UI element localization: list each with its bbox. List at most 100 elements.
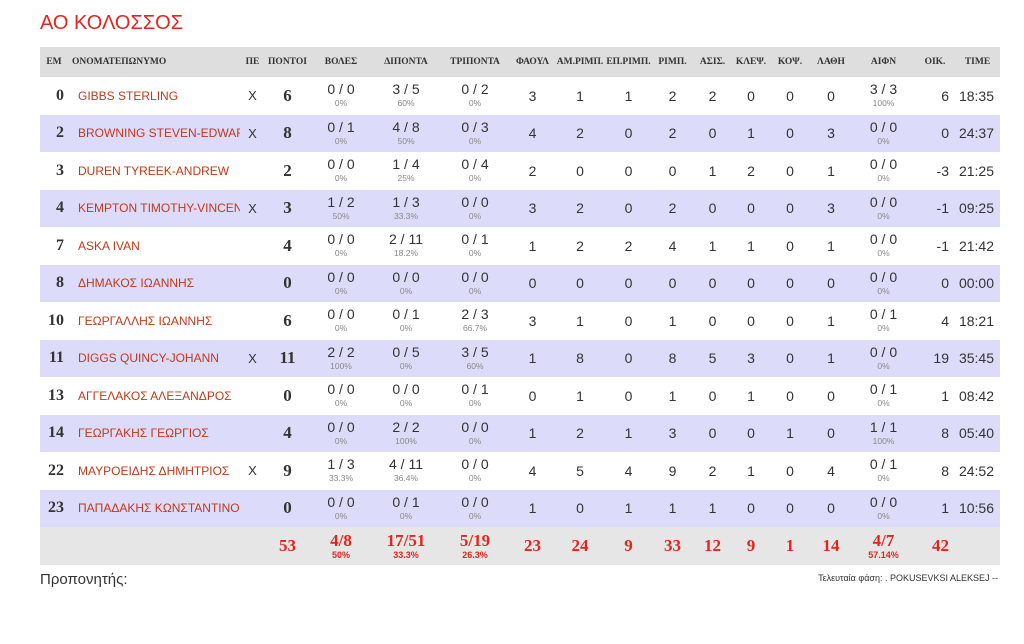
- cell: 0 / 1 0%: [852, 302, 915, 340]
- cell: 1: [747, 387, 755, 404]
- cell: 11: [265, 339, 310, 377]
- cell: 0 / 0 0%: [310, 489, 372, 527]
- cell: 2: [624, 237, 633, 254]
- cell: 6: [941, 87, 949, 104]
- cell: 2: [555, 189, 605, 227]
- cell: 0: [732, 264, 770, 302]
- cell: 0: [732, 189, 770, 227]
- cell: 4 / 11 36.4%: [372, 452, 440, 490]
- cell: 8: [652, 339, 693, 377]
- cell: 9: [283, 460, 292, 480]
- made-attempted: 1 / 1: [869, 418, 898, 435]
- column-header: ΕΜ: [40, 47, 68, 77]
- cell: 0: [747, 87, 755, 104]
- cell: 17/51 33.3%: [372, 527, 440, 565]
- cell: 9: [668, 462, 677, 479]
- made-attempted: 2 / 3: [461, 306, 489, 323]
- cell: 8: [941, 462, 949, 479]
- made-attempted: 2 / 11: [389, 231, 423, 248]
- cell: ΓΕΩΡΓΑΛΛΗΣ ΙΩΑΝΝΗΣ: [78, 313, 213, 328]
- cell: 1: [624, 87, 633, 104]
- percentage: 0%: [877, 398, 890, 409]
- made-attempted: 0 / 0: [869, 268, 898, 285]
- cell: 1: [941, 387, 949, 404]
- percentage: 0%: [468, 473, 482, 484]
- percentage: 0%: [877, 360, 890, 371]
- player-row: 13 ΑΓΓΕΛΑΚΟΣ ΑΛΕΞΑΝΔΡΟΣ 0 0 / 0 0% 0 / 0 0% 0 /…: [40, 377, 1000, 415]
- cell: [240, 377, 265, 415]
- cell: 0: [624, 312, 633, 329]
- player-row: 7 ASKA IVAN 4 0 / 0 0% 2 / 11 18.2% 0 / 1 0% 1 2 2 4…: [40, 227, 1000, 265]
- cell: 0: [283, 385, 292, 405]
- last-play: Τελευταία φάση: . POKUSEVKSI ALEKSEJ --: [818, 573, 998, 583]
- cell: 5: [693, 339, 732, 377]
- percentage: 0%: [334, 510, 348, 521]
- cell: 0: [652, 264, 693, 302]
- column-header: ΑΙΦΝ: [852, 47, 915, 77]
- cell: 0 / 1 0%: [372, 489, 440, 527]
- cell: 4: [941, 312, 949, 329]
- cell: ΔΗΜΑΚΟΣ ΙΩΑΝΝΗΣ: [68, 264, 240, 302]
- made-attempted: 1 / 4: [392, 156, 420, 173]
- cell: 0: [693, 189, 732, 227]
- cell: 3: [510, 189, 555, 227]
- cell: 3: [56, 161, 64, 179]
- cell: DUREN TYREEK-ANDREW: [78, 163, 230, 178]
- percentage: 25%: [397, 173, 415, 184]
- cell: X: [248, 463, 257, 479]
- cell: 21:25: [958, 162, 994, 179]
- cell: 9: [605, 527, 652, 565]
- cell: 6: [283, 310, 292, 330]
- cell: 1 / 3 33.3%: [310, 452, 372, 490]
- percentage: 50%: [332, 210, 350, 221]
- cell: 0: [786, 162, 794, 179]
- cell: 4: [283, 235, 292, 255]
- made-attempted: 0 / 1: [392, 493, 420, 510]
- column-header: ΕΠ.ΡΙΜΠ.: [605, 47, 652, 77]
- cell: 0 / 0 0%: [310, 152, 372, 190]
- percentage: 0%: [468, 510, 482, 521]
- cell: 24:37: [955, 114, 1000, 152]
- cell: 3: [810, 114, 852, 152]
- cell: 0: [732, 489, 770, 527]
- cell: ΜΑΥΡΟΕΙΔΗΣ ΔΗΜΗΤΡΙΟΣ: [78, 463, 230, 478]
- made-attempted: 0 / 4: [461, 156, 489, 173]
- cell: KEMPTON TIMOTHY-VINCENT: [68, 189, 240, 227]
- cell: ΓΕΩΡΓΑΚΗΣ ΓΕΩΡΓΙΟΣ: [68, 414, 240, 452]
- cell: 2 / 11 18.2%: [372, 227, 440, 265]
- made-attempted: 0 / 0: [461, 493, 489, 510]
- cell: 0 / 0 0%: [852, 114, 915, 152]
- cell: 0 / 5 0%: [372, 339, 440, 377]
- cell: 13: [48, 386, 64, 404]
- column-header: ΑΜ.ΡΙΜΠ.: [555, 47, 605, 77]
- cell: 3: [652, 414, 693, 452]
- made-attempted: 0 / 0: [327, 231, 355, 248]
- percentage: 57.14%: [868, 549, 899, 560]
- cell: 22: [48, 461, 64, 479]
- made-attempted: 0 / 0: [461, 418, 489, 435]
- cell: 24: [555, 527, 605, 565]
- percentage: 60%: [397, 98, 415, 109]
- cell: 21:42: [958, 237, 994, 254]
- cell: 0 / 0 0%: [372, 264, 440, 302]
- column-header: ΦΑΟΥΛ: [510, 47, 555, 77]
- cell: 0: [528, 387, 537, 404]
- made-attempted: 0 / 0: [327, 268, 355, 285]
- cell: 23: [40, 489, 68, 527]
- cell: 0 / 0 0%: [440, 489, 510, 527]
- cell: 0: [915, 264, 955, 302]
- cell: 0: [605, 189, 652, 227]
- cell: 8: [915, 414, 955, 452]
- cell: 8: [265, 114, 310, 152]
- percentage: 0%: [877, 210, 890, 221]
- made-attempted: 0 / 1: [327, 118, 355, 135]
- percentage: 0%: [399, 323, 413, 334]
- cell: 0: [915, 114, 955, 152]
- cell: 3: [810, 189, 852, 227]
- percentage: 100%: [330, 360, 352, 371]
- cell: 1: [708, 237, 717, 254]
- cell: 19: [915, 339, 955, 377]
- made-attempted: 0 / 0: [869, 493, 898, 510]
- made-attempted: 0 / 1: [869, 381, 898, 398]
